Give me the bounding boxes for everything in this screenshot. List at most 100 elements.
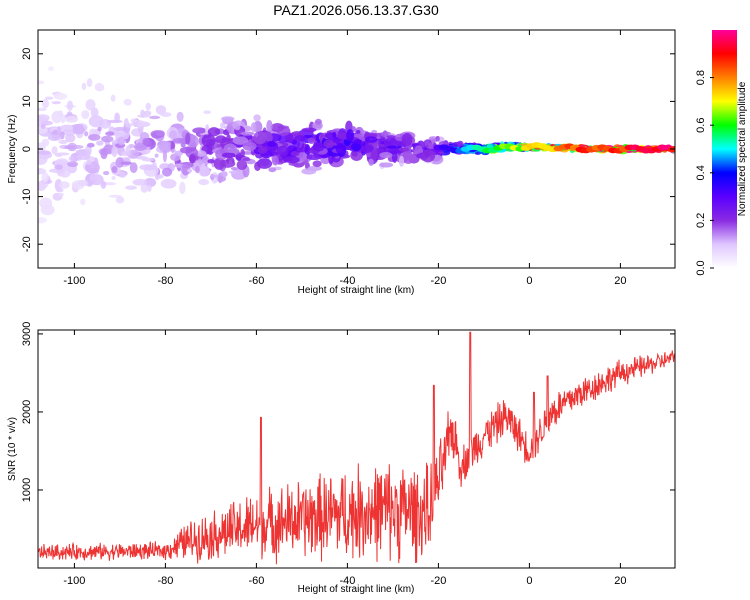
heatmap-cell [84, 144, 92, 157]
heatmap-cell [192, 127, 207, 134]
y-tick-label: 10 [21, 95, 33, 107]
heatmap-cell [421, 149, 436, 163]
heatmap-cell [203, 110, 212, 115]
heatmap-cell [44, 96, 54, 100]
heatmap-cell [86, 142, 95, 148]
colorbar-tick-label: 0.8 [695, 70, 707, 85]
heatmap-cell [162, 149, 167, 163]
heatmap-cell [54, 153, 63, 157]
heatmap-cell [104, 182, 117, 186]
heatmap-cell [189, 154, 196, 164]
heatmap-cell [346, 129, 355, 142]
heatmap-cell [106, 119, 123, 124]
heatmap-cell [284, 156, 300, 164]
y-tick-label: 2000 [21, 400, 33, 424]
heatmap-cell [65, 133, 76, 143]
heatmap-cell [64, 145, 75, 150]
heatmap-cell [86, 78, 93, 88]
heatmap-cell [306, 154, 322, 161]
heatmap-cell [132, 178, 148, 186]
figure-title: PAZ1.2026.056.13.37.G30 [273, 2, 439, 18]
heatmap-cell [114, 131, 127, 137]
heatmap-cell [53, 92, 68, 100]
heatmap-cell [210, 174, 219, 178]
heatmap-cell [123, 98, 132, 106]
x-tick-label: -20 [430, 575, 446, 587]
heatmap-cell [169, 130, 178, 139]
heatmap-cell [67, 161, 79, 168]
heatmap-cell [40, 204, 55, 216]
x-tick-label: -80 [157, 275, 173, 287]
heatmap-cell [38, 168, 47, 175]
heatmap-cell [120, 161, 133, 165]
heatmap-cell [125, 145, 132, 157]
x-tick-label: 20 [614, 275, 626, 287]
heatmap-cell [102, 171, 110, 176]
heatmap-cell [66, 100, 74, 111]
heatmap-cell [59, 124, 76, 132]
heatmap-cell [179, 181, 186, 195]
heatmap-cell [221, 116, 235, 122]
colorbar-tick-label: 0.0 [695, 260, 707, 275]
heatmap-cell [307, 137, 316, 144]
heatmap-cell [110, 94, 116, 102]
heatmap-cell [253, 114, 261, 122]
heatmap-cell [401, 132, 413, 146]
y-tick-label: 3000 [21, 322, 33, 346]
heatmap-cell [240, 131, 255, 136]
heatmap-cell [172, 137, 187, 144]
heatmap-cell [187, 168, 192, 173]
colorbar-label: Normalized spectral amplitude [737, 81, 748, 216]
heatmap-cell [233, 154, 246, 158]
heatmap-cell [414, 145, 423, 154]
heatmap-cell [38, 182, 47, 191]
heatmap-cell [115, 157, 125, 168]
heatmap-cell [81, 109, 90, 120]
x-tick-label: -60 [248, 275, 264, 287]
heatmap-cell [398, 155, 405, 167]
heatmap-cell [139, 164, 155, 171]
heatmap-cell [294, 135, 307, 142]
heatmap-cell [228, 170, 237, 174]
heatmap-cell [111, 145, 118, 158]
heatmap-cell [207, 127, 221, 137]
heatmap-cell [155, 130, 165, 137]
heatmap-cell [47, 134, 62, 142]
x-tick-label: -40 [339, 575, 355, 587]
spectrogram-ylabel: Frequency (Hz) [7, 115, 18, 184]
heatmap-cell [250, 122, 257, 133]
heatmap-cell [38, 217, 47, 224]
heatmap-cell [364, 136, 378, 143]
heatmap-cell [198, 178, 210, 186]
heatmap-cell [147, 184, 152, 192]
heatmap-cell [143, 110, 152, 117]
heatmap-cell [207, 159, 215, 164]
heatmap-cell [401, 152, 416, 164]
heatmap-cell [386, 145, 403, 149]
heatmap-cell [97, 126, 102, 132]
x-tick-label: 0 [526, 275, 532, 287]
heatmap-cell [360, 144, 374, 153]
heatmap-cell [267, 141, 277, 148]
spectrogram-xlabel: Height of straight line (km) [298, 285, 415, 296]
heatmap-cell [129, 162, 138, 174]
heatmap-cell [268, 167, 277, 173]
colorbar-ticks: 0.0 0.2 0.4 0.6 0.8 [695, 70, 714, 276]
heatmap-cell [140, 183, 149, 193]
colorbar-tick-label: 0.2 [695, 213, 707, 228]
heatmap-cell [77, 153, 91, 160]
heatmap-cell [156, 140, 169, 149]
heatmap-cell [242, 141, 257, 151]
colorbar-tick-label: 0.6 [695, 118, 707, 133]
heatmap-cell [90, 107, 99, 118]
x-tick-label: -20 [430, 275, 446, 287]
heatmap-cell [119, 171, 127, 178]
heatmap-cell [350, 143, 362, 152]
heatmap-cell [228, 160, 233, 167]
heatmap-cell [85, 99, 96, 111]
heatmap-cell [148, 115, 161, 120]
heatmap-cell [88, 133, 101, 141]
heatmap-cell [72, 125, 85, 135]
heatmap-cell [185, 132, 191, 145]
